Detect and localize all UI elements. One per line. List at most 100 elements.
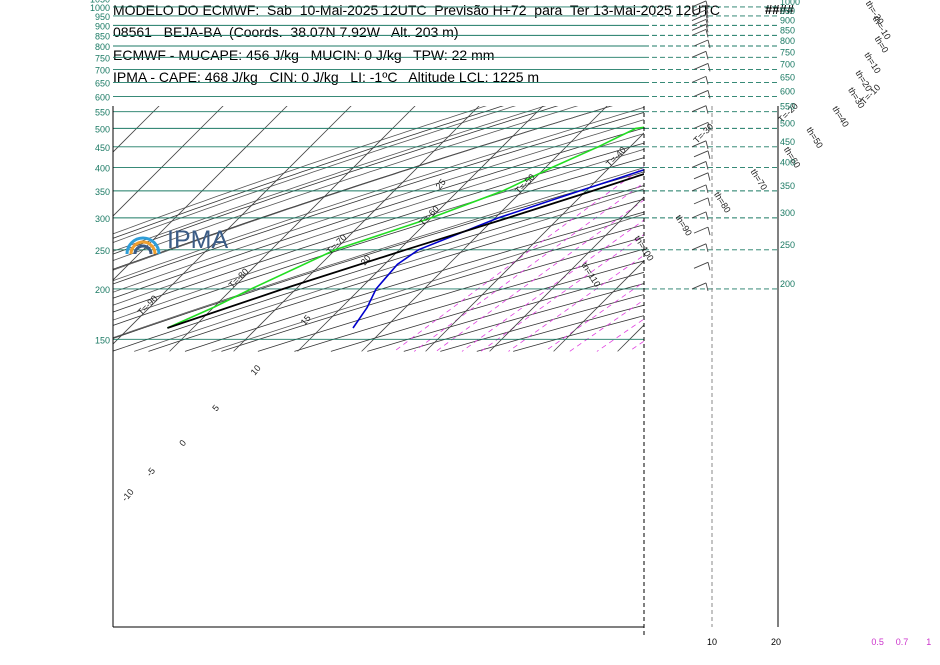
- moist-adiabat-label: 10: [249, 363, 263, 377]
- wind-barb-staff: [693, 172, 709, 180]
- wind-barb-flag: [707, 90, 711, 99]
- wind-barb-staff: [691, 211, 707, 219]
- moist-adiabat-line: [211, 213, 644, 352]
- dry-adiabat-line: [367, 271, 644, 352]
- dry-adiabat-label: th=80: [712, 190, 733, 215]
- wind-barb-staff: [693, 90, 709, 97]
- wind-barb-flag: [705, 243, 709, 252]
- pressure-tick-label-right: 900: [780, 15, 795, 25]
- pressure-tick-label-left: 600: [95, 92, 110, 102]
- wind-barb-staff: [693, 150, 709, 158]
- wind-barb: [693, 90, 711, 99]
- zero-isotherm-line: [682, 0, 940, 351]
- wind-barb-staff: [693, 226, 709, 234]
- moist-adiabat-line: [113, 148, 644, 321]
- wind-barb: [691, 282, 709, 292]
- isotherm-line: [810, 0, 940, 351]
- isotherm-line: [0, 0, 140, 351]
- wind-barb-staff: [691, 105, 707, 113]
- wind-barb: [691, 18, 709, 28]
- wind-barb-staff: [693, 121, 709, 129]
- wind-barb-flag: [705, 14, 709, 23]
- pressure-tick-label-left: 250: [95, 246, 110, 256]
- pressure-tick-label-left: 550: [95, 108, 110, 118]
- wind-barb: [693, 226, 711, 236]
- wind-barb: [693, 39, 711, 49]
- wind-barb: [691, 28, 709, 38]
- header-model-line: MODELO DO ECMWF: Sab 10-Mai-2025 12UTC P…: [113, 2, 721, 18]
- dewpoint-profile-line: [167, 126, 644, 329]
- wind-barb-flag: [705, 5, 709, 14]
- mixing-ratio-line: [508, 254, 644, 352]
- mixing-ratio-line: [686, 0, 940, 351]
- isotherm-line: [746, 0, 940, 351]
- wind-barb: [693, 62, 711, 72]
- pressure-tick-label-left: 850: [95, 31, 110, 41]
- wind-barb-flag: [705, 29, 709, 38]
- dry-adiabat-line: [148, 198, 644, 352]
- isotherm-label: T=-50: [513, 172, 537, 196]
- dry-adiabat-line: [113, 106, 613, 270]
- wind-barb-flag: [707, 262, 711, 271]
- wind-barb-staff: [691, 75, 707, 83]
- isotherm-line: [113, 106, 288, 281]
- isotherm-line: [489, 196, 644, 352]
- axis-labels-layer: 1502002503003504004505005506006507007508…: [90, 0, 931, 647]
- wind-barb-flag: [707, 172, 711, 181]
- dry-adiabat-label: th=110: [580, 261, 603, 289]
- isotherm-line: [553, 260, 644, 352]
- pressure-tick-label-right: 600: [780, 86, 795, 96]
- wind-barb-staff: [693, 62, 709, 70]
- pressure-tick-label-right: 300: [780, 208, 795, 218]
- parcel-profile-line: [167, 173, 644, 329]
- wind-barb-staff: [691, 14, 707, 21]
- wind-barb: [691, 140, 709, 149]
- pressure-tick-label-right: 650: [780, 72, 795, 82]
- isotherm-label: T=-80: [227, 266, 251, 290]
- line-labels-layer: T=-90T=-80T=-70T=-60T=-50T=-40T=-30T=-20…: [120, 0, 893, 503]
- pressure-tick-label-right: 450: [780, 137, 795, 147]
- moist-adiabat-label: -10: [120, 487, 136, 503]
- temperature-profile-line: [352, 168, 644, 329]
- wind-barb: [693, 121, 711, 131]
- pressure-tick-label-right: 800: [780, 36, 795, 46]
- wind-barb-flag: [705, 0, 709, 10]
- wind-barb-staff: [691, 243, 707, 251]
- isotherm-line: [361, 106, 608, 352]
- pressure-tick-label-left: 200: [95, 285, 110, 295]
- wind-barb-flag: [705, 140, 709, 149]
- wind-barb: [691, 23, 709, 33]
- dry-adiabat-line: [113, 106, 504, 239]
- pressure-tick-label-right: 200: [780, 279, 795, 289]
- moist-adiabat-label: 0: [177, 438, 188, 448]
- wind-barb-flag: [705, 9, 709, 18]
- dry-adiabat-line: [513, 315, 644, 352]
- isotherm-line: [233, 106, 480, 352]
- pressure-tick-label-right: 950: [780, 6, 795, 16]
- wind-barb: [691, 211, 709, 220]
- pressure-tick-label-left: 300: [95, 214, 110, 224]
- wind-barb-flag: [707, 227, 711, 236]
- wind-barb-staff: [691, 23, 707, 31]
- moist-adiabat-label: 25: [434, 177, 448, 191]
- dry-adiabat-label: th=70: [749, 167, 770, 192]
- moist-adiabat-line: [113, 106, 579, 262]
- mixing-ratio-line: [596, 318, 644, 352]
- dry-adiabat-label: th=50: [804, 125, 825, 150]
- wind-axis-tick-label: 10: [707, 637, 717, 647]
- pressure-tick-label-left: 1000: [90, 3, 110, 13]
- isotherm-label: T=-70: [325, 232, 349, 256]
- wind-barb-flag: [705, 184, 709, 193]
- pressure-tick-label-right: 1000: [780, 0, 800, 7]
- header-ipma-indices: IPMA - CAPE: 468 J/kg CIN: 0 J/kg LI: -1…: [113, 69, 540, 85]
- isotherm-line: [425, 132, 644, 352]
- moist-adiabat-label: 15: [299, 313, 313, 327]
- wind-barb: [691, 9, 709, 18]
- isotherm-label: T=-40: [604, 145, 628, 169]
- moist-adiabat-line: [113, 167, 644, 339]
- ipma-logo: [125, 236, 161, 255]
- pressure-tick-label-left: 150: [95, 335, 110, 345]
- pressure-tick-label-right: 250: [780, 240, 795, 250]
- mixing-ratio-line: [544, 281, 644, 352]
